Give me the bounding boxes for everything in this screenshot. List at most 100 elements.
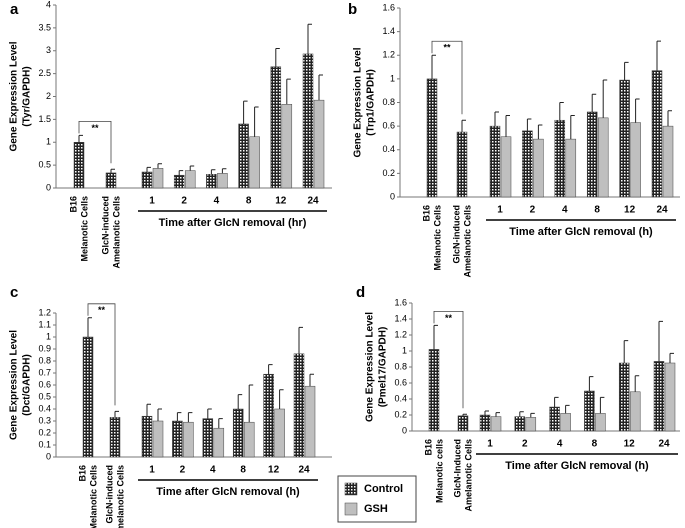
significance-label: ** — [98, 305, 106, 315]
bar — [270, 66, 282, 189]
error-bar — [570, 114, 575, 140]
error-bar — [248, 384, 254, 423]
bar — [238, 123, 249, 189]
significance-bracket — [87, 303, 116, 406]
x-tick-label: 1 — [487, 439, 493, 450]
significance-label: ** — [443, 43, 451, 53]
y-tick-label: 0.1 — [38, 439, 51, 449]
bar — [206, 174, 217, 189]
error-bar — [623, 340, 629, 363]
x-tick-label: GlcN-Induced — [452, 439, 462, 498]
bar — [490, 416, 502, 432]
y-tick-label: 0 — [402, 425, 407, 435]
error-bar — [187, 412, 193, 423]
x-tick-label: GlcN-induced — [451, 205, 461, 264]
x-tick-label: GlcN-induced — [100, 196, 110, 255]
bar — [522, 130, 533, 198]
error-bar — [307, 23, 312, 54]
x-tick-label: 12 — [268, 465, 280, 476]
error-bar — [526, 118, 532, 131]
bar — [263, 373, 274, 458]
x-axis-label: Time after GlcN removal (h) — [156, 486, 300, 498]
x-axis-label: Time after GlcN removal (h) — [505, 460, 649, 472]
x-tick-label: 24 — [658, 439, 670, 450]
x-tick-label: 1 — [149, 196, 155, 207]
panel-label: a — [10, 1, 19, 18]
y-tick-label: 0 — [46, 182, 51, 192]
panel-label: d — [356, 284, 365, 301]
bar — [630, 122, 641, 198]
bar — [565, 138, 577, 198]
y-axis-label: (Trp1/GAPDH) — [366, 69, 377, 136]
bar — [202, 418, 214, 458]
error-bar — [624, 61, 629, 81]
error-bar — [268, 364, 273, 375]
y-tick-label: 1 — [390, 73, 395, 83]
y-axis-label: Gene Expression Level — [365, 312, 376, 422]
significance-bracket — [431, 40, 463, 115]
x-tick-label: Melanotic Cells — [432, 205, 442, 271]
x-tick-label: 1 — [149, 465, 155, 476]
error-bar — [599, 396, 605, 414]
bar — [293, 353, 305, 458]
y-tick-label: 0.5 — [38, 391, 51, 401]
x-tick-label: 24 — [656, 205, 668, 216]
error-bar — [495, 412, 500, 417]
y-tick-label: 1 — [402, 345, 407, 355]
bar — [489, 125, 501, 198]
y-tick-label: 0.5 — [38, 160, 51, 170]
y-tick-label: 0.6 — [394, 377, 407, 387]
legend-swatch — [344, 482, 358, 496]
x-tick-label: 4 — [214, 196, 220, 207]
x-tick-label: 1 — [497, 205, 503, 216]
y-tick-label: 0.4 — [38, 403, 51, 413]
error-bar — [519, 411, 524, 417]
error-bar — [254, 106, 259, 137]
y-tick-label: 0.4 — [394, 393, 407, 403]
error-bar — [537, 124, 543, 140]
error-bar — [591, 93, 597, 112]
error-bar — [554, 396, 559, 407]
y-tick-label: 0.7 — [38, 367, 51, 377]
x-tick-label: Melanotic cells — [434, 439, 444, 503]
x-axis-label: Time after GlcN removal (h) — [509, 226, 653, 238]
bar — [595, 413, 606, 432]
bar — [172, 420, 183, 458]
bar — [217, 173, 228, 189]
bar — [664, 362, 676, 432]
error-bar — [176, 412, 182, 421]
x-tick-label: 8 — [592, 439, 598, 450]
error-bar — [146, 166, 151, 172]
significance-bracket — [433, 311, 464, 409]
bar — [152, 420, 164, 458]
legend-label: Control — [364, 483, 403, 495]
bar — [141, 415, 153, 458]
error-bar — [286, 78, 291, 105]
y-tick-label: 1.2 — [394, 329, 407, 339]
x-tick-label: 2 — [180, 465, 186, 476]
x-tick-label: Amelanotic Cells — [111, 196, 121, 269]
error-bar — [431, 54, 436, 79]
bar — [554, 119, 566, 198]
x-tick-label: Melanotic Cells — [88, 465, 98, 528]
bar — [249, 136, 260, 189]
error-bar — [634, 375, 640, 392]
error-bar — [210, 169, 216, 175]
error-bar — [669, 352, 674, 363]
bar — [232, 408, 244, 458]
y-tick-label: 0.6 — [382, 121, 395, 131]
bar — [525, 417, 537, 432]
error-bar — [87, 317, 92, 337]
x-tick-label: 12 — [624, 205, 636, 216]
y-axis-label: Gene Expression Level — [9, 41, 20, 151]
x-tick-label: Amelanotic Cells — [462, 205, 472, 278]
error-bar — [462, 413, 467, 416]
error-bar — [318, 74, 323, 101]
y-tick-label: 0.6 — [38, 379, 51, 389]
x-tick-label: 2 — [181, 196, 187, 207]
bar — [82, 336, 94, 458]
y-tick-label: 1.1 — [38, 319, 51, 329]
x-tick-label: 8 — [246, 196, 252, 207]
legend-swatch — [344, 502, 358, 516]
error-bar — [635, 98, 640, 123]
